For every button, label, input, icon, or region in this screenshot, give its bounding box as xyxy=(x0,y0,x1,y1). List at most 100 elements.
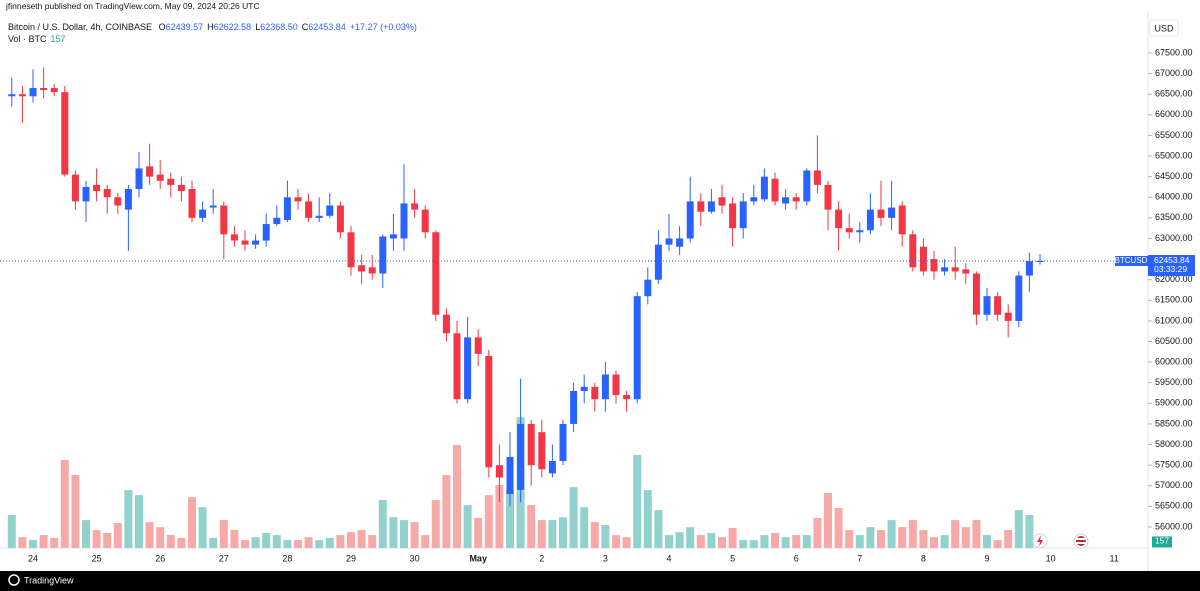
currency-box[interactable] xyxy=(1149,19,1179,37)
x-tick-label: 9 xyxy=(984,553,989,563)
volume-bar xyxy=(718,537,726,548)
event-icon-glyph xyxy=(1076,536,1086,546)
candle-body xyxy=(389,234,397,239)
candle-body xyxy=(972,273,980,315)
ohlc-item: H62622.58 xyxy=(207,22,251,32)
volume-bar xyxy=(749,540,758,548)
candle-body xyxy=(432,232,440,315)
candle-body xyxy=(368,267,376,274)
volume-bar xyxy=(898,527,907,548)
volume-axis-value: 157 xyxy=(1155,536,1169,546)
x-tick-label: 8 xyxy=(921,553,926,563)
candle-body xyxy=(411,203,419,210)
y-tick-label: 58500.00 xyxy=(1155,418,1193,428)
y-tick-label: 66000.00 xyxy=(1155,109,1193,119)
volume-bar xyxy=(951,520,960,548)
candle-body xyxy=(294,197,302,202)
volume-bar xyxy=(400,520,408,548)
candle-body xyxy=(994,296,1002,315)
candle-body xyxy=(315,215,323,218)
y-tick-label: 57500.00 xyxy=(1155,460,1193,470)
volume-legend: Vol · BTC 157 xyxy=(8,34,70,44)
candle-body xyxy=(941,267,949,272)
candle-body xyxy=(930,259,938,272)
y-tick-label: 64500.00 xyxy=(1155,171,1193,181)
candle-body xyxy=(877,209,885,218)
ohlc-value: 62453.84 xyxy=(308,22,346,32)
volume-value: 157 xyxy=(50,34,66,44)
y-tick-label: 56500.00 xyxy=(1155,501,1193,511)
volume-bar xyxy=(336,535,345,548)
y-tick-label: 56000.00 xyxy=(1155,521,1193,531)
candle-body xyxy=(813,170,821,185)
x-tick-label: 3 xyxy=(603,553,608,563)
ohlc-label: H xyxy=(207,22,214,32)
volume-bar xyxy=(590,522,599,548)
volume-bar xyxy=(219,520,228,548)
volume-bar xyxy=(940,535,949,548)
candle-body xyxy=(421,209,429,233)
ohlc-label: C xyxy=(301,22,309,32)
candle-body xyxy=(570,390,578,424)
volume-bar xyxy=(813,518,822,548)
volume-bar xyxy=(877,530,885,548)
volume-bar xyxy=(230,530,239,548)
volume-bar xyxy=(537,520,546,548)
candle-body xyxy=(644,279,652,297)
volume-bar xyxy=(82,520,90,548)
candle-body xyxy=(453,333,461,400)
volume-bar xyxy=(177,538,186,548)
ohlc-item: L62368.50 xyxy=(255,22,298,32)
candle-body xyxy=(1025,261,1033,276)
volume-bar xyxy=(559,517,567,548)
volume-bar xyxy=(908,520,917,548)
volume-bar xyxy=(60,460,69,548)
change: +17.27 (+0.03%) xyxy=(349,22,417,32)
volume-bar xyxy=(781,537,790,548)
event-icon-glyph xyxy=(1076,542,1086,544)
candle-body xyxy=(252,240,260,245)
candle-body xyxy=(93,184,101,192)
candle-body xyxy=(633,296,641,400)
volume-bar xyxy=(686,527,695,548)
volume-bar xyxy=(824,493,832,548)
candle-body xyxy=(665,238,673,245)
candle-body xyxy=(71,174,79,202)
volume-bar xyxy=(18,537,27,548)
volume-bar xyxy=(145,522,154,548)
candle-body xyxy=(962,269,970,274)
volume-bar xyxy=(612,535,620,548)
y-tick-label: 67500.00 xyxy=(1155,47,1193,57)
y-tick-label: 61000.00 xyxy=(1155,315,1193,325)
candle-body xyxy=(474,337,482,354)
event-icon-glyph xyxy=(1037,535,1043,547)
candle-body xyxy=(262,224,270,241)
candle-body xyxy=(760,176,768,200)
candle-body xyxy=(792,197,800,202)
y-tick-label: 60500.00 xyxy=(1155,336,1193,346)
x-tick-label: 2 xyxy=(539,553,544,563)
volume-bar xyxy=(643,490,652,548)
footer-bar xyxy=(0,571,1200,591)
volume-bar xyxy=(463,505,472,548)
candle-body xyxy=(495,465,503,478)
volume-bar xyxy=(887,520,896,548)
volume-bar xyxy=(389,517,398,548)
candle-body xyxy=(771,178,779,202)
volume-bar xyxy=(792,535,801,548)
volume-bar xyxy=(1025,515,1034,548)
candle-body xyxy=(379,236,387,274)
candle-body xyxy=(241,240,249,245)
volume-bar xyxy=(1004,530,1013,548)
candle-body xyxy=(718,197,726,206)
x-tick-label: 30 xyxy=(410,553,420,563)
volume-bar xyxy=(209,538,218,548)
x-tick-label: 26 xyxy=(155,553,165,563)
ohlc-label: L xyxy=(255,22,261,32)
candle-body xyxy=(856,230,864,233)
candle-body xyxy=(739,201,747,229)
y-tick-label: 62000.00 xyxy=(1155,274,1193,284)
candle-body xyxy=(623,395,631,400)
